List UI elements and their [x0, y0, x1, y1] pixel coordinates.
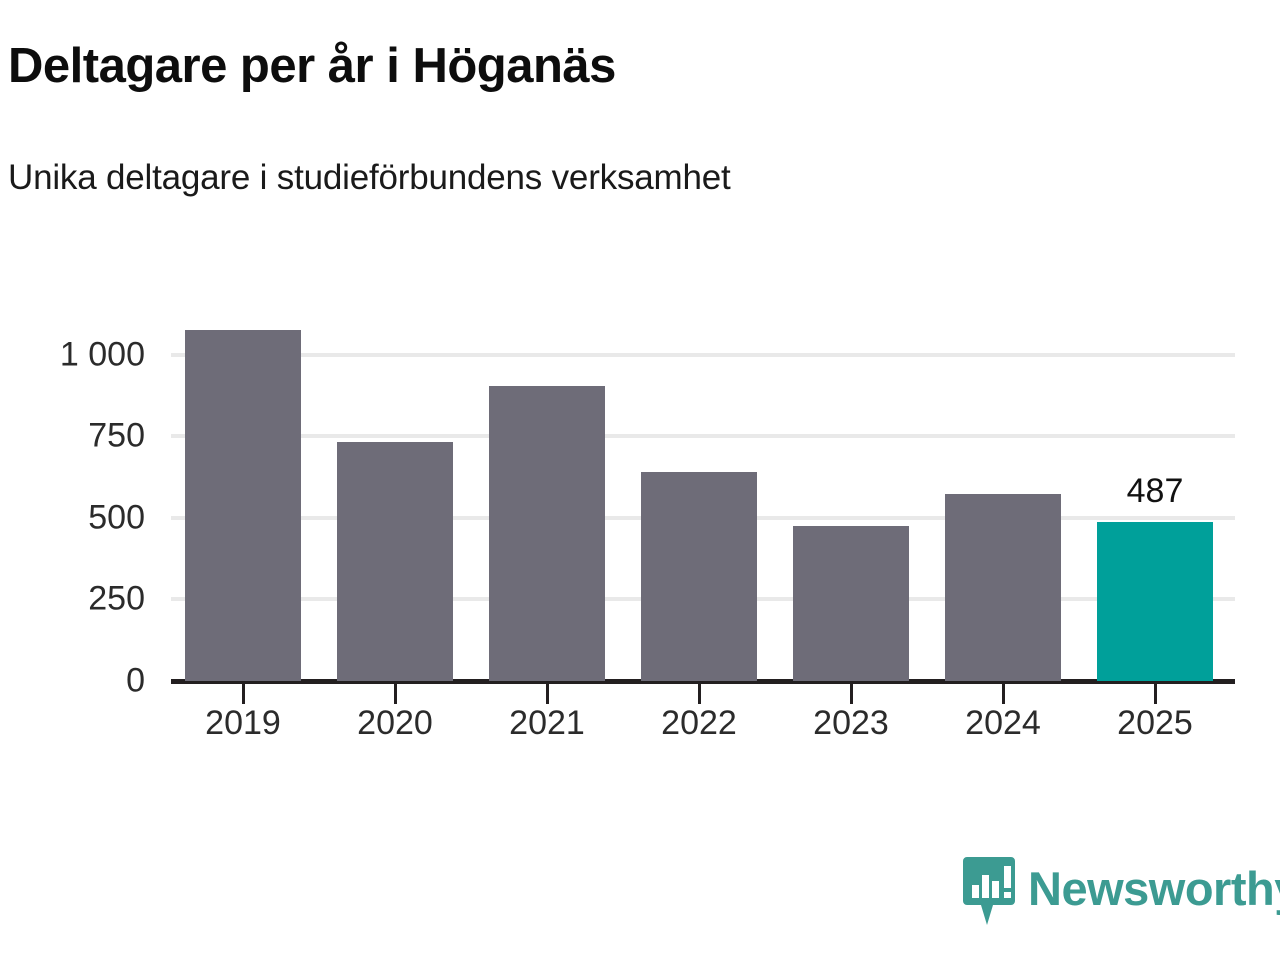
y-axis-tick-label: 750 [88, 416, 145, 455]
x-axis-tick [850, 684, 853, 704]
x-axis-tick [242, 684, 245, 704]
x-axis-tick-label-2019: 2019 [205, 704, 281, 742]
bar-2020[interactable] [337, 441, 453, 681]
bar-2022[interactable] [641, 471, 757, 681]
y-axis-tick-label: 500 [88, 498, 145, 537]
x-axis-tick [546, 684, 549, 704]
newsworthy-logo: Newsworthy [963, 857, 1280, 925]
x-axis-tick-label-2023: 2023 [813, 704, 889, 742]
page-subtitle: Unika deltagare i studieförbundens verks… [8, 158, 731, 197]
gridline [171, 352, 1235, 357]
bar-2024[interactable] [945, 493, 1061, 681]
bar-2025[interactable] [1097, 522, 1213, 681]
x-axis-tick [1002, 684, 1005, 704]
x-axis-tick-label-2025: 2025 [1117, 704, 1193, 742]
x-axis-tick [1154, 684, 1157, 704]
bar-value-label-2025: 487 [1126, 472, 1184, 511]
y-axis-tick-label: 0 [126, 661, 145, 700]
bar-chart-speech-bubble-icon [963, 857, 1015, 925]
gridline [171, 434, 1235, 439]
x-axis-tick-label-2024: 2024 [965, 704, 1041, 742]
bar-2023[interactable] [793, 525, 909, 681]
page-title: Deltagare per år i Höganäs [8, 39, 616, 93]
x-axis-tick-label-2021: 2021 [509, 704, 585, 742]
bar-2019[interactable] [185, 329, 301, 681]
x-axis-tick [394, 684, 397, 704]
x-axis-line [171, 679, 1235, 684]
bar-2021[interactable] [489, 385, 605, 681]
x-axis-tick-label-2022: 2022 [661, 704, 737, 742]
x-axis-tick-label-2020: 2020 [357, 704, 433, 742]
x-axis-tick [698, 684, 701, 704]
brand-name: Newsworthy [1028, 861, 1280, 915]
y-axis-tick-label: 250 [88, 579, 145, 618]
y-axis-tick-label: 1 000 [59, 335, 145, 374]
